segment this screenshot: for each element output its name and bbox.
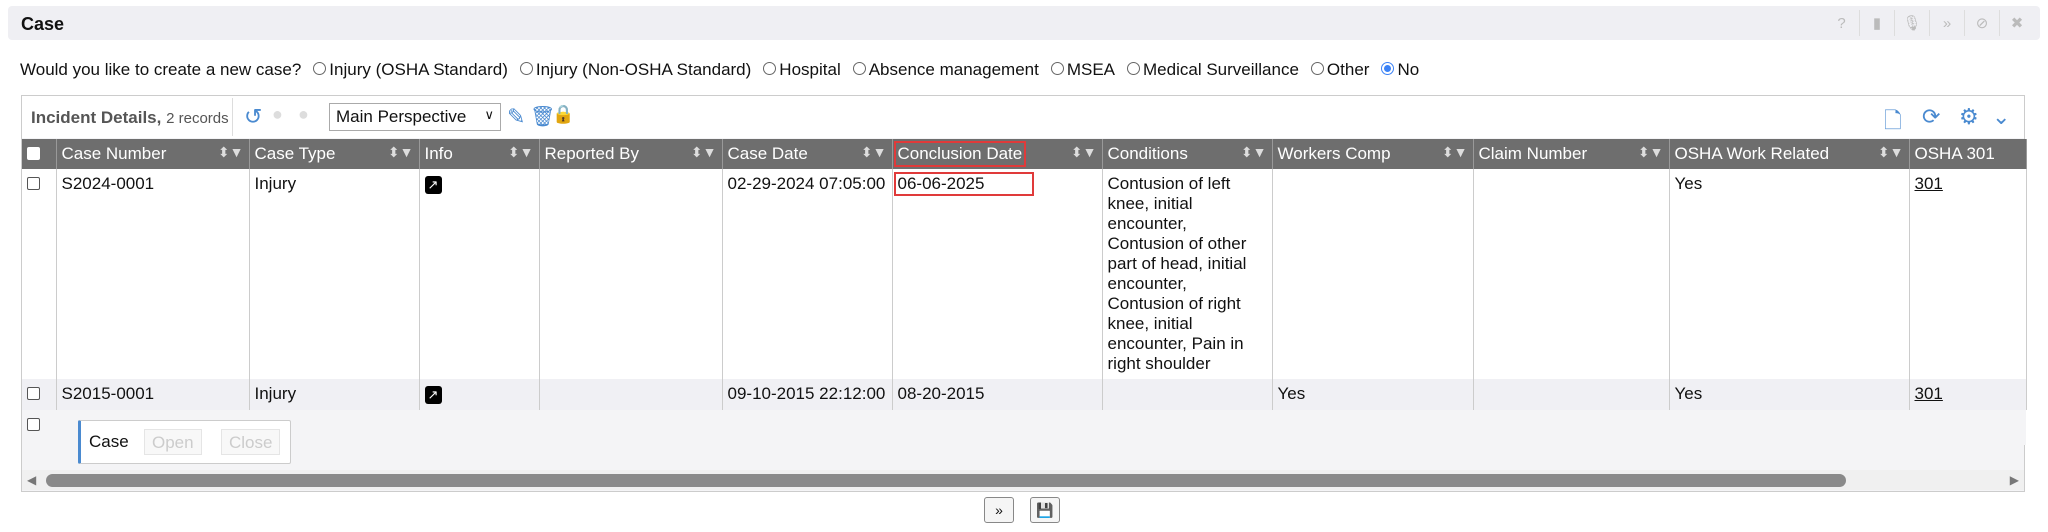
- workers-comp: Yes: [1272, 379, 1474, 410]
- save-icon: 💾: [1036, 502, 1054, 518]
- osha-301-link[interactable]: 301: [1914, 384, 1943, 403]
- settings-icon[interactable]: ⚙: [1959, 104, 1979, 129]
- window-title: Case: [21, 14, 65, 34]
- help-icon[interactable]: ?: [1837, 14, 1846, 32]
- case-type: Injury: [249, 169, 420, 379]
- col-case-date[interactable]: Case Date ⬍▼: [722, 139, 893, 169]
- close-icon[interactable]: ✖: [1999, 10, 2034, 36]
- osha-301-link[interactable]: 301: [1914, 174, 1943, 193]
- table-row[interactable]: S2024-0001 Injury ↗ 02-29-2024 07:05:00 …: [22, 169, 2027, 379]
- cancel-icon[interactable]: ⊘: [1964, 10, 1999, 36]
- osha-work-related: Yes: [1669, 169, 1910, 379]
- double-chevron-down-icon: »: [995, 502, 1003, 518]
- claim-number: [1473, 379, 1670, 410]
- reported-by: [539, 169, 723, 379]
- horizontal-scrollbar[interactable]: ◀ ▶: [22, 470, 2024, 490]
- case-date: 09-10-2015 22:12:00: [722, 379, 893, 410]
- col-osha-work-related[interactable]: OSHA Work Related ⬍▼: [1669, 139, 1910, 169]
- prev-icon[interactable]: ●: [272, 104, 283, 124]
- col-info[interactable]: Info ⬍▼: [419, 139, 540, 169]
- case-type: Injury: [249, 379, 420, 410]
- expand-button[interactable]: »: [984, 497, 1014, 523]
- trash-icon[interactable]: 🗑: [530, 106, 556, 128]
- col-conclusion-date[interactable]: Conclusion Date ⬍▼: [892, 139, 1103, 169]
- radio-absence[interactable]: Absence management: [845, 60, 1039, 80]
- conclusion-date: 06-06-2025: [892, 169, 1103, 379]
- reported-by: [539, 379, 723, 410]
- conditions: [1102, 379, 1273, 410]
- save-button[interactable]: 💾: [1030, 497, 1060, 523]
- radio-injury-osha[interactable]: Injury (OSHA Standard): [305, 60, 508, 80]
- next-icon[interactable]: ●: [298, 104, 309, 124]
- radio-other[interactable]: Other: [1303, 60, 1369, 80]
- row-checkbox[interactable]: [27, 387, 40, 400]
- header-row: Case Number ⬍▼ Case Type ⬍▼ Info ⬍▼ Reporte…: [22, 139, 2027, 169]
- osha-work-related: Yes: [1669, 379, 1910, 410]
- conclusion-date: 08-20-2015: [892, 379, 1103, 410]
- select-all-checkbox[interactable]: [22, 139, 57, 169]
- col-osha-301[interactable]: OSHA 301: [1909, 139, 2027, 169]
- title-bar: Case ? ▮ 🎙 » ⊘ ✖: [8, 6, 2040, 40]
- workers-comp: [1272, 169, 1474, 379]
- col-claim-number[interactable]: Claim Number ⬍▼: [1473, 139, 1670, 169]
- case-number: S2015-0001: [56, 379, 250, 410]
- grid-title: Incident Details, 2 records: [31, 108, 229, 127]
- case-panel-label: Case: [89, 432, 129, 451]
- radio-hospital[interactable]: Hospital: [755, 60, 841, 80]
- question-label: Would you like to create a new case?: [20, 60, 302, 79]
- case-action-panel: Case Open Close: [78, 420, 291, 464]
- lock-icon[interactable]: 🔒: [552, 104, 575, 124]
- radio-no[interactable]: No: [1373, 60, 1419, 80]
- microphone-icon[interactable]: 🎙: [1894, 10, 1929, 36]
- perspective-select[interactable]: Main Perspective ∨: [329, 103, 501, 131]
- col-conditions[interactable]: Conditions ⬍▼: [1102, 139, 1273, 169]
- open-link-icon[interactable]: ↗: [424, 386, 442, 404]
- table-row[interactable]: S2015-0001 Injury ↗ 09-10-2015 22:12:00 …: [22, 379, 2027, 410]
- radio-msea[interactable]: MSEA: [1043, 60, 1115, 80]
- undo-icon[interactable]: ↺: [244, 104, 263, 129]
- incident-table: Case Number ⬍▼ Case Type ⬍▼ Info ⬍▼ Reporte…: [22, 139, 2027, 445]
- new-case-question: Would you like to create a new case? Inj…: [20, 60, 1419, 80]
- record-count: 2 records: [166, 110, 229, 127]
- scrollbar-thumb[interactable]: [46, 474, 1846, 487]
- col-case-number[interactable]: Case Number ⬍▼: [56, 139, 250, 169]
- col-reported-by[interactable]: Reported By ⬍▼: [539, 139, 723, 169]
- book-icon[interactable]: ▮: [1859, 10, 1894, 36]
- collapse-icon[interactable]: »: [1929, 10, 1964, 36]
- edit-icon[interactable]: ✎: [507, 104, 526, 129]
- new-row-checkbox[interactable]: [27, 418, 40, 431]
- conditions: Contusion of left knee, initial encounte…: [1102, 169, 1273, 379]
- grid-toolbar: Incident Details, 2 records ↺ ● ● Main P…: [22, 96, 2024, 138]
- new-document-icon[interactable]: 🗋: [1884, 108, 1902, 133]
- row-checkbox[interactable]: [27, 177, 40, 190]
- close-button[interactable]: Close: [221, 429, 281, 455]
- claim-number: [1473, 169, 1670, 379]
- chevron-down-icon[interactable]: ⌄: [1992, 104, 2011, 129]
- case-number: S2024-0001: [56, 169, 250, 379]
- radio-medical-surveillance[interactable]: Medical Surveillance: [1119, 60, 1299, 80]
- col-case-type[interactable]: Case Type ⬍▼: [249, 139, 420, 169]
- scroll-right-icon[interactable]: ▶: [2009, 473, 2019, 487]
- scroll-left-icon[interactable]: ◀: [27, 473, 37, 487]
- open-button[interactable]: Open: [144, 429, 202, 455]
- radio-injury-non-osha[interactable]: Injury (Non-OSHA Standard): [512, 60, 751, 80]
- case-date: 02-29-2024 07:05:00: [722, 169, 893, 379]
- open-link-icon[interactable]: ↗: [424, 176, 442, 194]
- col-workers-comp[interactable]: Workers Comp ⬍▼: [1272, 139, 1474, 169]
- new-row: [22, 410, 2026, 445]
- incident-grid: Incident Details, 2 records ↺ ● ● Main P…: [21, 95, 2027, 492]
- refresh-icon[interactable]: ⟳: [1922, 104, 1941, 129]
